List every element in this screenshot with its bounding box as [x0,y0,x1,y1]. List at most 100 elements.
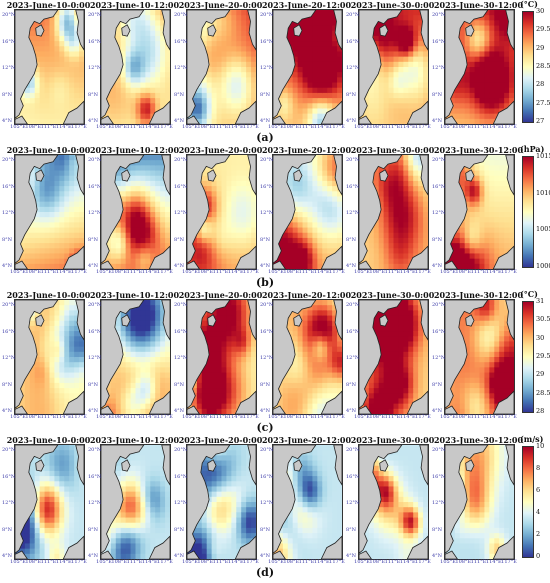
heat-cell [312,248,318,255]
heat-cell [155,201,161,208]
heat-cell [39,196,46,203]
heat-cell [398,248,404,255]
heat-cell [464,243,471,249]
heat-cell [236,362,242,368]
heat-cell [383,51,390,58]
heat-cell [504,222,510,229]
heat-cell [221,237,228,244]
heat-cell [398,201,404,208]
map-heatmap [272,299,343,415]
heat-cell [125,196,132,203]
heat-cell [115,92,122,99]
heat-cell [423,206,428,213]
heat-cell [74,191,80,198]
heat-cell [115,222,122,229]
heat-cell [231,67,237,73]
heat-cell [317,248,323,255]
heat-cell [418,180,424,187]
heat-cell [196,103,203,110]
heat-cell [302,30,309,37]
heat-cell [44,61,51,68]
heat-cell [504,35,510,42]
heat-cell [115,243,122,249]
heat-cell [135,237,142,244]
heat-cell [302,217,309,223]
heat-cell [140,372,146,379]
heat-cell [479,46,486,53]
heat-cell [24,393,31,400]
heat-cell [509,61,514,68]
heat-cell [201,98,208,104]
heat-cell [408,191,414,198]
heat-cell [479,15,486,21]
heat-cell [54,191,60,198]
heat-cell [398,217,404,223]
land-mass [445,155,489,264]
heat-cell [74,15,80,21]
lon-tick-label: 111°E [470,124,487,130]
heat-cell [34,201,41,208]
heat-cell [307,263,314,269]
heat-cell [196,403,203,410]
heat-cell [469,232,476,239]
heat-cell [236,20,242,27]
heat-cell [474,201,481,208]
heat-cell [494,201,500,208]
heat-cell [150,351,156,358]
heat-cell [231,237,237,244]
heat-cell [115,377,122,384]
heat-cell [226,398,232,405]
heat-cell [211,196,218,203]
land-mass [148,245,170,269]
heat-cell [29,222,36,229]
heat-cell [423,98,428,104]
heat-cell [150,393,156,400]
heat-cell [165,87,170,94]
heat-cell [49,372,56,379]
heat-cell [54,56,60,63]
panel-label: (a) [256,131,274,144]
heat-cell [59,10,65,16]
heat-cell [140,20,146,27]
heat-cell [322,87,328,94]
heat-cell [165,82,170,89]
heat-cell [54,118,60,124]
heat-cell [140,103,146,110]
heat-cell [34,377,41,384]
heat-cell [332,191,338,198]
heat-cell [216,72,223,78]
heat-cell [125,398,132,405]
heat-cell [115,118,122,124]
heat-cell [484,248,490,255]
heat-cell [241,41,247,47]
heat-cell [29,253,36,260]
heat-cell [64,67,70,73]
heat-cell [201,248,208,255]
heat-cell [54,41,60,47]
heat-cell [24,87,31,94]
heat-cell [221,175,228,182]
heat-cell [49,227,56,234]
heat-cell [120,41,127,47]
heat-cell [388,113,395,120]
heat-cell [196,253,203,260]
heat-cell [241,248,247,255]
heat-cell [226,382,232,389]
heat-cell [388,98,395,104]
heat-cell [423,237,428,244]
heat-cell [504,98,510,104]
heat-cell [226,372,232,379]
heat-cell [408,175,414,182]
heat-cell [408,186,414,192]
heat-cell [211,331,218,337]
heat-cell [292,367,299,374]
heat-cell [140,403,146,410]
heat-cell [39,82,46,89]
heat-cell [125,61,132,68]
heat-cell [64,155,70,161]
heat-cell [337,217,342,223]
heat-cell [191,382,198,389]
heat-cell [135,170,142,177]
heat-cell [221,118,228,124]
heat-cell [135,372,142,379]
